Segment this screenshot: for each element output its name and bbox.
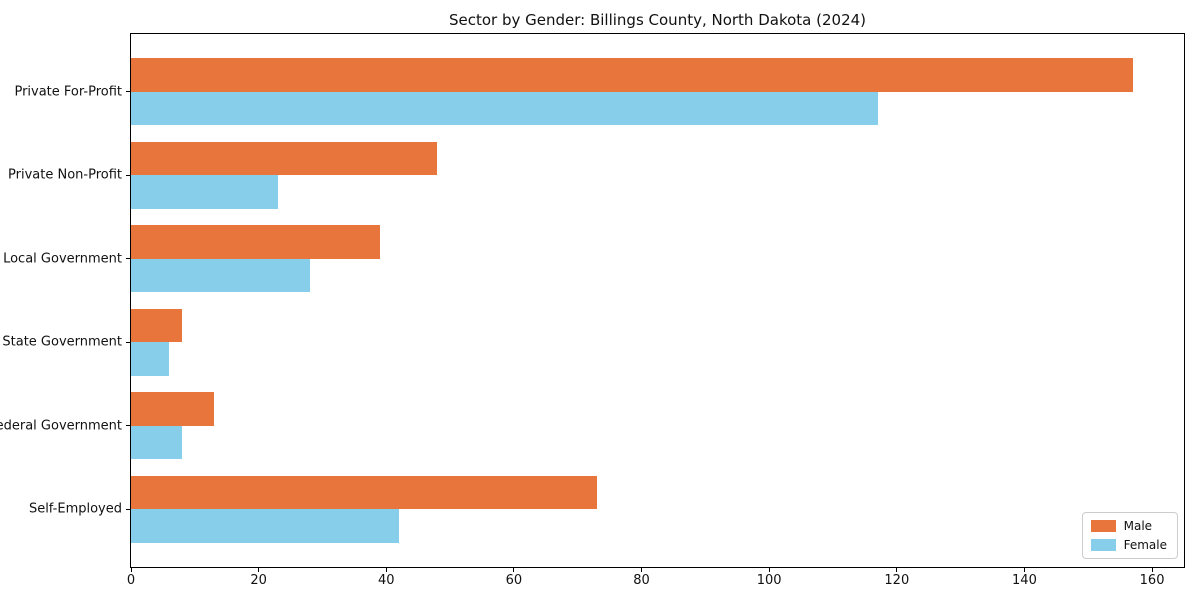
x-tick-label-20: 20 xyxy=(250,573,267,588)
legend-swatch-female xyxy=(1090,539,1116,551)
y-tick-label-local-government: Local Government xyxy=(3,251,122,267)
bar-male-private-for-profit xyxy=(131,58,1133,92)
bar-female-private-non-profit xyxy=(131,175,278,209)
x-tick-label-60: 60 xyxy=(505,573,523,588)
bar-female-federal-government xyxy=(131,425,183,460)
x-tick-100 xyxy=(768,568,770,572)
x-tick-60 xyxy=(513,568,515,572)
x-tick-140 xyxy=(1023,568,1025,572)
x-tick-label-0: 0 xyxy=(126,573,136,588)
y-tick-state-government xyxy=(126,341,130,343)
y-tick-label-state-government: State Government xyxy=(2,334,122,350)
bar-female-state-government xyxy=(131,342,170,376)
y-tick-label-private-for-profit: Private For-Profit xyxy=(14,84,122,100)
x-tick-label-80: 80 xyxy=(633,573,650,588)
x-tick-80 xyxy=(641,568,643,572)
chart-title: Sector by Gender: Billings County, North… xyxy=(448,11,867,29)
bar-female-private-for-profit xyxy=(131,91,878,126)
bar-female-local-government xyxy=(131,258,310,293)
y-tick-federal-government xyxy=(126,425,130,427)
legend-label-male: Male xyxy=(1123,519,1153,533)
bar-male-local-government xyxy=(131,225,380,259)
legend-swatch-male xyxy=(1090,520,1116,532)
x-tick-160 xyxy=(1151,568,1153,572)
y-tick-label-self-employed: Self-Employed xyxy=(28,501,122,517)
x-tick-0 xyxy=(130,568,132,572)
x-tick-20 xyxy=(258,568,260,572)
plot-area: Male Female Private For-Profit Private No… xyxy=(0,33,1185,588)
x-tick-label-100: 100 xyxy=(756,573,782,588)
bar-male-private-non-profit xyxy=(131,141,438,176)
legend-item-female: Female xyxy=(1090,538,1167,552)
y-tick-label-private-non-profit: Private Non-Profit xyxy=(8,167,122,183)
y-tick-private-non-profit xyxy=(126,174,130,176)
x-tick-label-140: 140 xyxy=(1012,573,1037,588)
y-tick-self-employed xyxy=(126,508,130,510)
x-tick-label-40: 40 xyxy=(377,573,395,588)
bar-male-self-employed xyxy=(131,475,597,510)
bar-male-federal-government xyxy=(131,392,214,426)
x-tick-120 xyxy=(896,568,898,572)
y-tick-private-for-profit xyxy=(126,91,130,93)
y-tick-label-federal-government: Federal Government xyxy=(0,418,122,434)
legend-item-male: Male xyxy=(1090,519,1167,533)
bar-male-state-government xyxy=(131,308,183,343)
bar-female-self-employed xyxy=(131,509,400,543)
x-tick-40 xyxy=(385,568,387,572)
x-tick-label-160: 160 xyxy=(1139,573,1165,588)
legend-label-female: Female xyxy=(1123,538,1167,552)
legend: Male Female xyxy=(1081,512,1178,559)
y-tick-local-government xyxy=(126,258,130,260)
x-tick-label-120: 120 xyxy=(884,573,910,588)
